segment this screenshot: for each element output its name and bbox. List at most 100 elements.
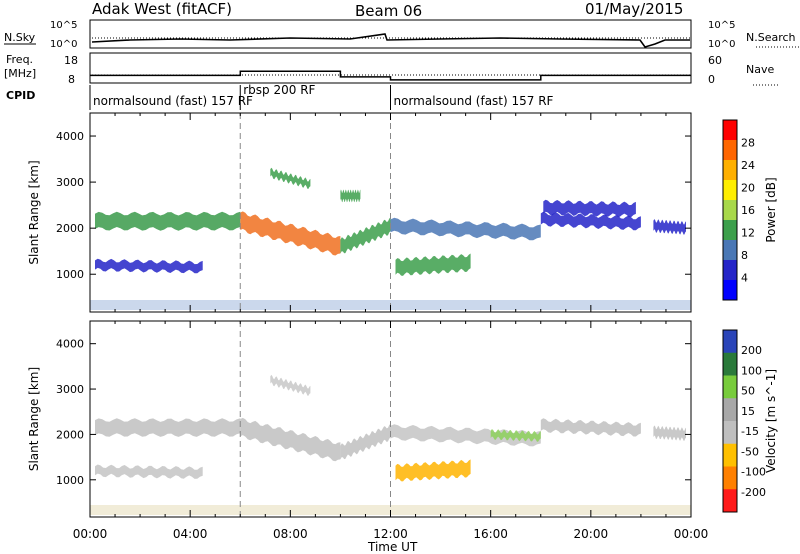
echo-band — [540, 418, 641, 437]
colorbar-tick-label: 8 — [741, 249, 748, 262]
freq-tick-top: 18 — [64, 54, 78, 67]
cpid-segment-label: rbsp 200 RF — [243, 83, 315, 97]
colorbar-tick-label: 4 — [741, 272, 748, 285]
frequency-trace — [90, 70, 691, 81]
echo-band — [395, 459, 471, 482]
nave-tick-top: 60 — [708, 54, 722, 67]
y-tick-label: 1000 — [56, 474, 84, 487]
y-tick-label: 2000 — [56, 428, 84, 441]
colorbar-swatch — [723, 443, 737, 467]
echo-band — [395, 253, 471, 276]
colorbar-label: Velocity [m s^-1] — [764, 369, 778, 473]
power-panel: 1000 2000 3000 4000 Slant Range [km] 28 24 20 16… — [27, 112, 778, 313]
date-title: 01/May/2015 — [585, 0, 683, 18]
colorbar-tick-label: 200 — [741, 344, 762, 357]
y-tick-label: 3000 — [56, 383, 84, 396]
freq-tick-bottom: 8 — [68, 73, 75, 86]
colorbar-swatch — [723, 240, 737, 261]
echo-band — [543, 199, 636, 218]
colorbar-tick-label: -50 — [741, 445, 759, 458]
colorbar-swatch — [723, 180, 737, 201]
echo-band — [270, 374, 311, 396]
colorbar-swatch — [723, 160, 737, 181]
x-tick-label: 12:00 — [373, 527, 408, 541]
noise-sky-trace — [91, 33, 690, 48]
echo-band — [490, 429, 541, 442]
colorbar-swatch — [723, 375, 737, 399]
noise-panel — [89, 19, 692, 49]
y-tick-label: 3000 — [56, 176, 84, 189]
colorbar-swatch — [723, 352, 737, 376]
echo-band — [95, 418, 241, 437]
noise-tick-left-bottom: 10^0 — [50, 39, 77, 50]
colorbar-frame — [722, 119, 738, 301]
echo-band — [95, 464, 203, 479]
colorbar-swatch — [723, 220, 737, 241]
x-tick-label: 04:00 — [173, 527, 208, 541]
echo-band — [340, 189, 361, 203]
echo-band — [95, 258, 203, 274]
freq-label-2: [MHz] — [4, 67, 36, 80]
colorbar-swatch — [723, 260, 737, 281]
freq-label-1: Freq. — [6, 53, 33, 66]
colorbar-swatch — [723, 120, 737, 141]
nsearch-label: N.Search — [746, 31, 796, 44]
colorbar-swatch — [723, 398, 737, 422]
y-axis-label: Slant Range [km] — [27, 367, 41, 471]
y-tick-label: 1000 — [56, 268, 84, 281]
echo-band — [390, 217, 541, 241]
colorbar-tick-label: 28 — [741, 137, 755, 150]
x-tick-label: 00:00 — [73, 527, 108, 541]
colorbar-tick-label: -100 — [741, 466, 766, 479]
x-tick-label: 08:00 — [273, 527, 308, 541]
y-tick-label: 4000 — [56, 338, 84, 351]
echo-band — [653, 219, 686, 235]
x-tick-label: 20:00 — [574, 527, 609, 541]
panel-bg — [90, 321, 691, 517]
echo-band — [240, 211, 341, 256]
x-tick-labels: 00:00 04:00 08:00 12:00 16:00 20:00 00:00 — [73, 527, 709, 541]
echo-band — [340, 423, 391, 460]
colorbar-swatch — [723, 200, 737, 221]
echo-band — [95, 211, 241, 231]
x-axis-label: Time UT — [367, 540, 418, 554]
colorbar-tick-label: 16 — [741, 204, 755, 217]
station-title: Adak West (fitACF) — [92, 0, 232, 18]
x-tick-label: 00:00 — [674, 527, 709, 541]
colorbar-tick-label: 15 — [741, 405, 755, 418]
frequency-line — [90, 70, 691, 81]
cpid-label: CPID — [6, 89, 35, 102]
nsky-label: N.Sky — [4, 31, 36, 44]
echo-band — [270, 167, 311, 189]
noise-tick-right-top: 10^5 — [708, 20, 735, 31]
colorbar-swatch — [723, 466, 737, 490]
colorbar-frame — [722, 329, 738, 513]
echo-band — [540, 211, 641, 231]
y-tick-label: 4000 — [56, 130, 84, 143]
velocity-panel: 1000 2000 3000 4000 Slant Range [km] 200 100 50… — [27, 320, 778, 518]
colorbar-tick-label: 20 — [741, 182, 755, 195]
echo-band — [653, 425, 686, 441]
nave-tick-bottom: 0 — [708, 73, 715, 86]
echo-band — [340, 217, 391, 254]
y-axis-label: Slant Range [km] — [27, 160, 41, 264]
colorbar-tick-label: 50 — [741, 385, 755, 398]
cpid-segment-label: normalsound (fast) 157 RF — [394, 94, 554, 108]
colorbar-swatch — [723, 140, 737, 161]
beam-title: Beam 06 — [355, 2, 422, 20]
colorbar-swatch — [723, 489, 737, 513]
colorbar-tick-label: 100 — [741, 364, 762, 377]
colorbar-label: Power [dB] — [764, 177, 778, 242]
colorbar-tick-label: -15 — [741, 425, 759, 438]
echo-band — [240, 417, 341, 462]
colorbar-swatch — [723, 280, 737, 301]
nave-label: Nave — [746, 63, 774, 76]
noise-tick-right-bottom: 10^0 — [708, 39, 735, 50]
colorbar-swatch — [723, 330, 737, 354]
freq-panel — [89, 52, 692, 84]
colorbar-tick-label: -200 — [741, 486, 766, 499]
colorbar-tick-label: 12 — [741, 227, 755, 240]
colorbar-tick-label: 24 — [741, 159, 755, 172]
